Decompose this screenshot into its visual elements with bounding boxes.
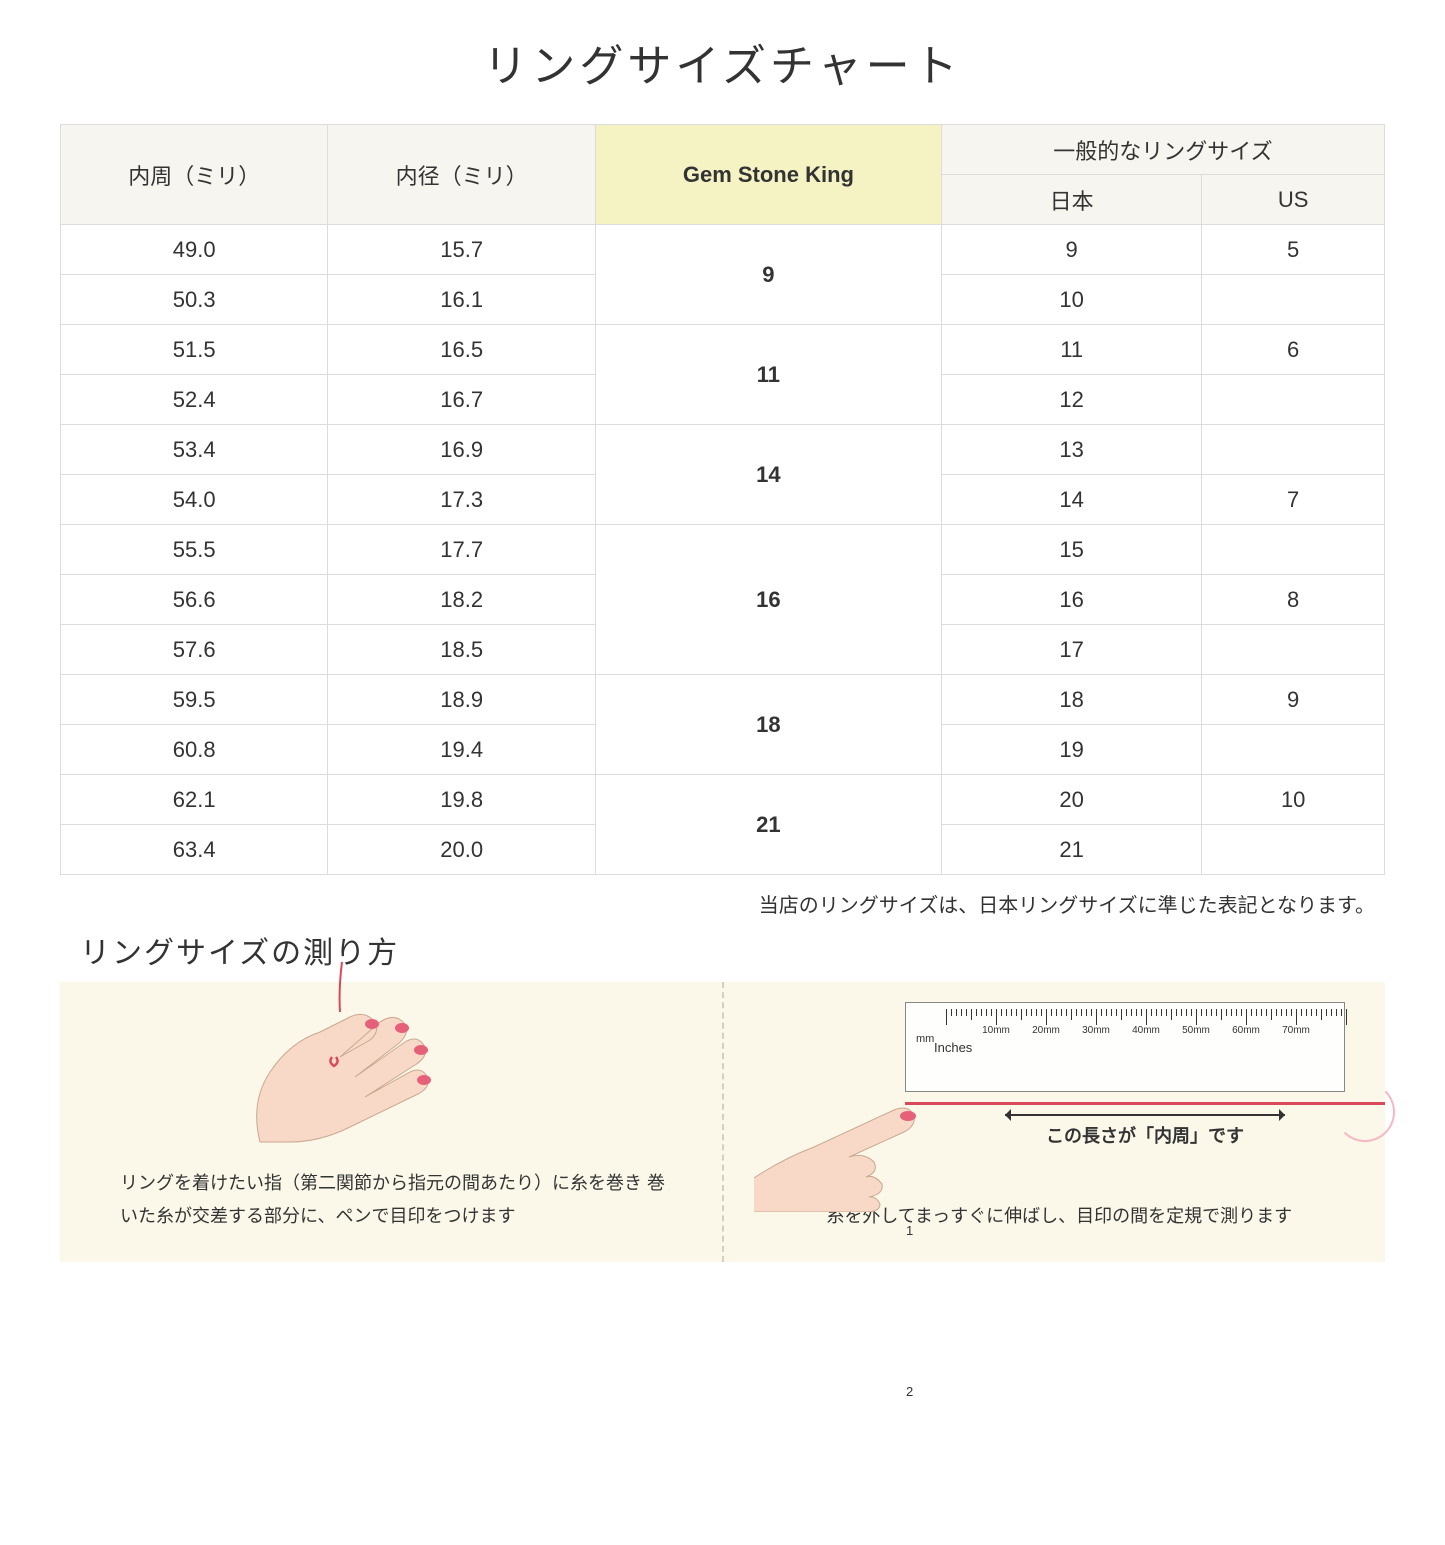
- table-row: 55.517.71615: [61, 525, 1385, 575]
- footnote: 当店のリングサイズは、日本リングサイズに準じた表記となります。: [60, 889, 1385, 918]
- left-panel: リングを着けたい指（第二関節から指元の間あたり）に糸を巻き 巻いた糸が交差する部…: [60, 982, 722, 1262]
- ruler-mm-label: mm: [916, 1033, 934, 1045]
- table-row: 59.518.918189: [61, 675, 1385, 725]
- ruler-in-label: Inches: [934, 1040, 972, 1055]
- hand-point-icon: [754, 1072, 974, 1212]
- thread-curl: [1335, 1082, 1395, 1142]
- thread-line: [905, 1102, 1385, 1105]
- table-row: 53.416.91413: [61, 425, 1385, 475]
- col-general: 一般的なリングサイズ: [941, 125, 1384, 175]
- table-row: 51.516.511116: [61, 325, 1385, 375]
- measure-arrow: [1005, 1114, 1285, 1116]
- col-diameter: 内径（ミリ）: [328, 125, 595, 225]
- col-us: US: [1202, 175, 1385, 225]
- col-gsk: Gem Stone King: [595, 125, 941, 225]
- table-row: 49.015.7995: [61, 225, 1385, 275]
- hand-wrap-icon: [200, 962, 480, 1162]
- col-circumference: 内周（ミリ）: [61, 125, 328, 225]
- left-instruction-text: リングを着けたい指（第二関節から指元の間あたり）に糸を巻き 巻いた糸が交差する部…: [80, 1167, 702, 1242]
- size-chart-table: 内周（ミリ） 内径（ミリ） Gem Stone King 一般的なリングサイズ …: [60, 124, 1385, 875]
- arrow-label: この長さが「内周」です: [1005, 1122, 1285, 1148]
- page-title: リングサイズチャート: [60, 30, 1385, 94]
- instructions-panel: リングを着けたい指（第二関節から指元の間あたり）に糸を巻き 巻いた糸が交差する部…: [60, 982, 1385, 1262]
- col-japan: 日本: [941, 175, 1201, 225]
- right-panel: 10mm20mm30mm40mm50mm60mm70mm mm Inches 1…: [724, 982, 1386, 1262]
- table-row: 62.119.8212010: [61, 775, 1385, 825]
